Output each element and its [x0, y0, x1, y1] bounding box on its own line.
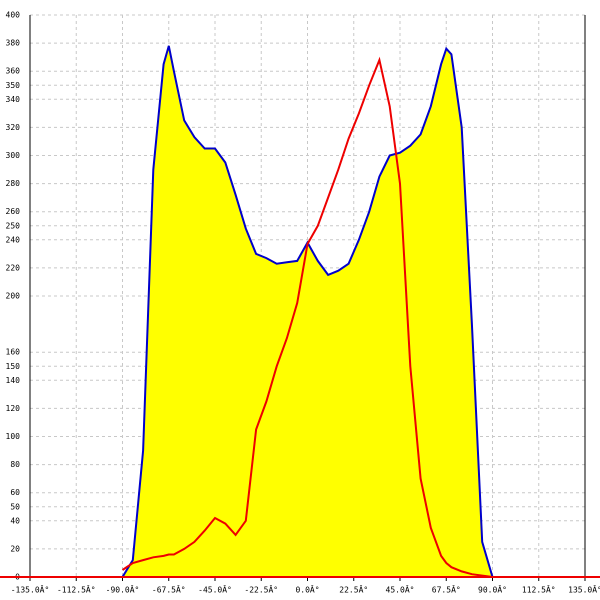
- x-tick-label: 135.0Â°: [568, 584, 600, 595]
- y-tick-label: 280: [6, 179, 21, 188]
- y-tick-label: 160: [6, 348, 21, 357]
- x-tick-label: 0.0Â°: [295, 584, 319, 595]
- x-tick-label: -135.0Â°: [11, 584, 50, 595]
- y-tick-label: 200: [6, 292, 21, 301]
- y-tick-label: 40: [10, 516, 20, 525]
- y-tick-label: 350: [6, 81, 21, 90]
- y-tick-label: 140: [6, 376, 21, 385]
- y-tick-label: 400: [6, 11, 21, 20]
- y-tick-label: 320: [6, 123, 21, 132]
- y-tick-label: 100: [6, 432, 21, 441]
- x-tick-label: 22.5Â°: [339, 584, 368, 595]
- y-tick-label: 80: [10, 460, 20, 469]
- x-tick-label: 112.5Â°: [522, 584, 556, 595]
- series-line: [121, 56, 493, 578]
- y-tick-label: 360: [6, 67, 21, 76]
- y-tick-label: 340: [6, 95, 21, 104]
- y-tick-label: 220: [6, 263, 21, 272]
- y-tick-label: 60: [10, 488, 20, 497]
- x-tick-label: 90.0Â°: [478, 584, 507, 595]
- y-tick-label: 120: [6, 404, 21, 413]
- y-tick-label: 150: [6, 362, 21, 371]
- x-tick-label: 67.5Â°: [432, 584, 461, 595]
- y-tick-label: 50: [10, 502, 20, 511]
- x-tick-label: -90.0Â°: [106, 584, 140, 595]
- x-tick-label: -22.5Â°: [244, 584, 278, 595]
- x-tick-label: 45.0Â°: [386, 584, 415, 595]
- y-tick-label: 240: [6, 235, 21, 244]
- y-tick-label: 300: [6, 151, 21, 160]
- y-tick-label: 250: [6, 221, 21, 230]
- y-tick-label: 380: [6, 39, 21, 48]
- x-tick-label: -45.0Â°: [198, 584, 232, 595]
- x-tick-label: -67.5Â°: [152, 584, 186, 595]
- y-tick-label: 20: [10, 544, 20, 553]
- y-tick-label: 260: [6, 207, 21, 216]
- x-tick-label: -112.5Â°: [57, 584, 96, 595]
